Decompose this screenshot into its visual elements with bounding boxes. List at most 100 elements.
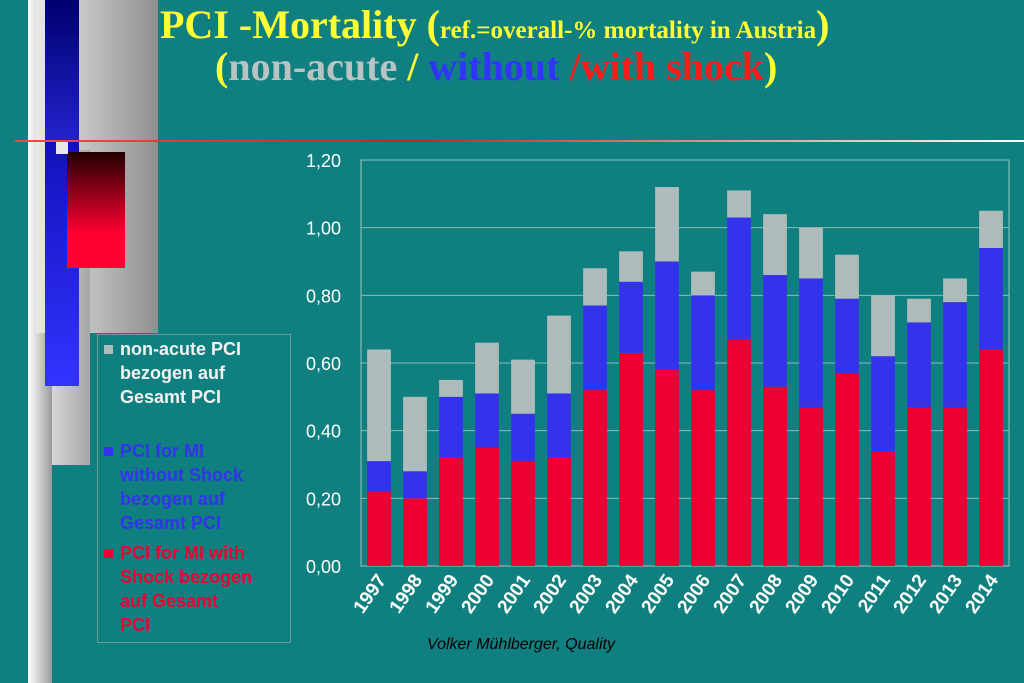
bar-segment-without-shock [547,393,571,458]
x-tick-label: 2014 [962,570,1004,617]
y-tick-labels: 0,00 0,20 0,40 0,60 0,80 1,00 1,20 [306,151,341,577]
bar-segment-non-acute [403,396,427,472]
y-tick-label: 0,80 [306,286,341,306]
bar-segment-without-shock [691,295,715,391]
bar-segment-without-shock [871,356,895,451]
legend-label: bezogen auf [120,363,226,383]
bar-segment-with-shock [943,406,967,566]
legend-label: bezogen auf [120,489,226,509]
x-tick-label: 2011 [854,570,895,616]
y-tick-label: 1,00 [306,219,341,239]
y-tick-label: 0,00 [306,557,341,577]
bar-segment-without-shock [727,217,751,340]
bar-segment-without-shock [979,247,1003,350]
bar-segment-non-acute [907,298,931,323]
bar-segment-without-shock [439,396,463,458]
bar-segment-with-shock [547,457,571,566]
bar-segment-with-shock [871,450,895,566]
decor-navy-strip [45,0,79,140]
bar-segment-non-acute [475,342,499,394]
x-tick-label: 2007 [710,571,751,618]
subtitle-with-shock: with shock [580,44,764,89]
bar-segment-non-acute [583,268,607,306]
bar-segment-non-acute [619,251,643,282]
legend-label: Gesamt PCI [120,387,222,407]
legend-item: PCI for MI with Shock bezogen auf Gesamt PC… [104,541,290,637]
bar-segment-with-shock [835,373,859,566]
x-tick-label: 2013 [926,571,967,618]
bar-segment-with-shock [475,447,499,566]
bar-segment-with-shock [655,369,679,566]
bar-segment-with-shock [439,457,463,566]
bar-segment-with-shock [691,390,715,566]
bar-segment-with-shock [619,352,643,566]
bar-segment-non-acute [439,379,463,397]
x-tick-label: 2008 [746,571,787,618]
title-paren-close: ) [816,2,830,47]
bar-segment-non-acute [763,214,787,276]
bar-segment-without-shock [367,461,391,492]
bar-segment-non-acute [979,210,1003,248]
bar-segment-without-shock [403,471,427,499]
y-tick-label: 1,20 [306,151,341,171]
legend-label: Shock bezogen [120,567,253,587]
bar-segment-with-shock [367,491,391,566]
x-tick-label: 1999 [422,571,463,618]
legend-swatch [104,345,113,354]
title-paren-open: ( [416,2,440,47]
legend-label: PCI [120,615,151,635]
x-tick-label: 2009 [782,571,823,618]
y-tick-label: 0,60 [306,354,341,374]
x-tick-label: 2012 [890,571,931,618]
x-tick-label: 2002 [530,571,571,618]
bars [367,187,1003,566]
bar-segment-without-shock [619,281,643,353]
title-divider [15,140,1024,142]
legend-label: without Shock [120,465,243,485]
legend-label: PCI for MI [120,441,204,461]
decor-red-block [67,152,125,268]
legend-item: PCI for MI without Shock bezogen auf Gesamt… [104,439,290,535]
bar-segment-non-acute [943,278,967,303]
bar-segment-without-shock [799,278,823,407]
bar-segment-non-acute [871,295,895,357]
bar-segment-without-shock [835,298,859,374]
legend-swatch [104,447,113,456]
x-tick-label: 2005 [638,570,680,617]
x-tick-label: 2000 [458,571,499,618]
subtitle-close: ) [764,44,778,89]
bar-segment-without-shock [943,302,967,407]
x-tick-label: 2003 [566,571,607,618]
bar-segment-non-acute [511,359,535,414]
x-tick-label: 2010 [818,571,859,618]
title-main: PCI -Mortality [160,2,417,47]
x-tick-label: 1997 [350,571,391,618]
bar-segment-with-shock [799,406,823,566]
bar-segment-without-shock [763,275,787,387]
slide-title: PCI -Mortality (ref.=overall-% mortality… [160,4,1020,88]
bar-segment-with-shock [403,498,427,566]
bar-segment-non-acute [799,227,823,279]
subtitle-open: ( [215,44,229,89]
bar-segment-with-shock [907,406,931,566]
bar-segment-with-shock [583,390,607,566]
bar-segment-non-acute [691,271,715,296]
bar-segment-with-shock [511,461,535,566]
gridlines [361,227,1009,499]
x-tick-label: 1998 [386,571,427,618]
bar-segment-non-acute [367,349,391,462]
bar-segment-non-acute [835,254,859,299]
bar-segment-with-shock [979,349,1003,566]
bar-segment-without-shock [475,393,499,448]
plot-area [360,159,1010,567]
footer-credit: Volker Mühlberger, Quality [427,636,615,653]
title-ref-note: ref.=overall-% mortality in Austria [439,17,817,44]
chart-legend: non-acute PCI bezogen auf Gesamt PCI PCI fo… [97,334,291,643]
legend-swatch [104,549,113,558]
bar-segment-without-shock [655,261,679,370]
subtitle-nonacute: non-acute [228,44,398,89]
bar-segment-non-acute [655,187,679,262]
y-tick-label: 0,40 [306,422,341,442]
bar-segment-without-shock [583,305,607,391]
